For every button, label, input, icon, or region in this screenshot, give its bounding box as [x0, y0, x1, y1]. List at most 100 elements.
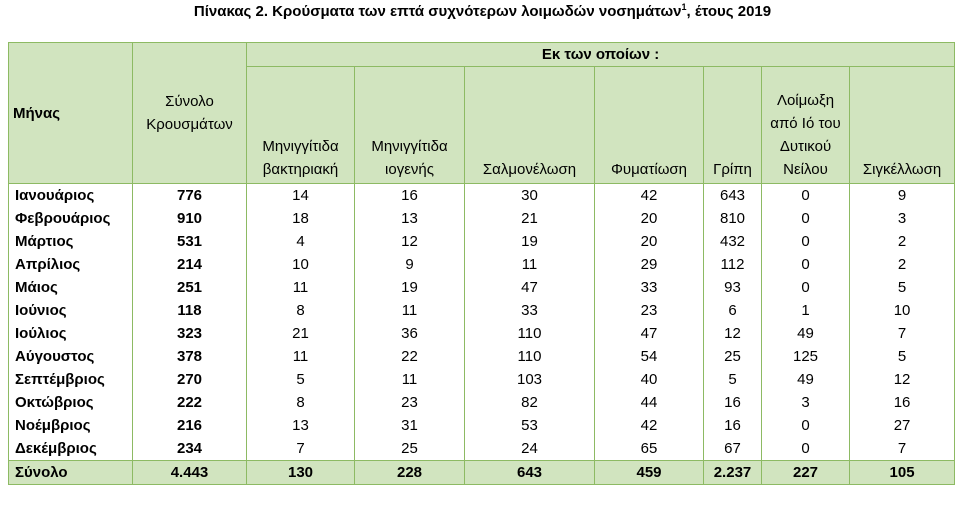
totals-cell: 2.237 [703, 460, 762, 485]
table-row: Ιούλιος 323 21 36 110 47 12 49 7 [8, 322, 956, 345]
value-cell: 93 [703, 276, 762, 299]
value-cell: 67 [703, 437, 762, 461]
table-title-text: Πίνακας 2. Κρούσματα των επτά συχνότερων… [193, 3, 682, 20]
value-cell: 47 [464, 276, 595, 299]
value-cell: 44 [594, 391, 704, 414]
footnote-mark: 1 [681, 2, 687, 12]
value-cell: 110 [464, 345, 595, 368]
total-cell: 216 [132, 414, 247, 437]
value-cell: 33 [464, 299, 595, 322]
total-cell: 118 [132, 299, 247, 322]
value-cell: 54 [594, 345, 704, 368]
value-cell: 5 [703, 368, 762, 391]
total-cell: 378 [132, 345, 247, 368]
value-cell: 5 [246, 368, 355, 391]
value-cell: 40 [594, 368, 704, 391]
table-title-suffix: , έτους 2019 [686, 3, 772, 20]
value-cell: 643 [703, 183, 762, 207]
value-cell: 810 [703, 207, 762, 230]
total-cell: 214 [132, 253, 247, 276]
value-cell: 11 [246, 276, 355, 299]
value-cell: 0 [761, 414, 850, 437]
month-cell: Μάρτιος [8, 230, 133, 253]
value-cell: 23 [594, 299, 704, 322]
month-cell: Αύγουστος [8, 345, 133, 368]
value-cell: 16 [848, 391, 956, 414]
value-cell: 1 [761, 299, 850, 322]
value-cell: 5 [848, 276, 956, 299]
header-influenza: Γρίπη [703, 66, 762, 184]
value-cell: 10 [246, 253, 355, 276]
value-cell: 13 [246, 414, 355, 437]
value-cell: 65 [594, 437, 704, 461]
table-row: Σεπτέμβριος 270 5 11 103 40 5 49 12 [8, 368, 956, 391]
totals-cell: 227 [761, 460, 850, 485]
table-row: Οκτώβριος 222 8 23 82 44 16 3 16 [8, 391, 956, 414]
table-body: Ιανουάριος 776 14 16 30 42 643 0 9 Φεβρουάριος 910… [8, 183, 956, 461]
value-cell: 5 [848, 345, 956, 368]
month-cell: Οκτώβριος [8, 391, 133, 414]
value-cell: 42 [594, 414, 704, 437]
value-cell: 36 [354, 322, 465, 345]
value-cell: 23 [354, 391, 465, 414]
value-cell: 11 [464, 253, 595, 276]
header-month: Μήνας [8, 42, 133, 184]
table-row: Μάρτιος 531 4 12 19 20 432 0 2 [8, 230, 956, 253]
month-cell: Ιούλιος [8, 322, 133, 345]
value-cell: 47 [594, 322, 704, 345]
month-cell: Σεπτέμβριος [8, 368, 133, 391]
value-cell: 18 [246, 207, 355, 230]
value-cell: 42 [594, 183, 704, 207]
totals-cell: 228 [354, 460, 465, 485]
header-of-which: Εκ των οποίων : [245, 42, 956, 67]
value-cell: 16 [354, 183, 465, 207]
table-row: Μάιος 251 11 19 47 33 93 0 5 [8, 276, 956, 299]
value-cell: 11 [354, 368, 465, 391]
value-cell: 24 [464, 437, 595, 461]
header-tuberculosis: Φυματίωση [594, 66, 704, 184]
value-cell: 20 [594, 230, 704, 253]
value-cell: 30 [464, 183, 595, 207]
value-cell: 21 [464, 207, 595, 230]
value-cell: 12 [354, 230, 465, 253]
value-cell: 22 [354, 345, 465, 368]
value-cell: 2 [848, 230, 956, 253]
value-cell: 3 [761, 391, 850, 414]
month-cell: Ιούνιος [8, 299, 133, 322]
header-salmonellosis: Σαλμονέλωση [464, 66, 595, 184]
month-cell: Δεκέμβριος [8, 437, 133, 461]
value-cell: 432 [703, 230, 762, 253]
table-row: Αύγουστος 378 11 22 110 54 25 125 5 [8, 345, 956, 368]
table-row: Ιούνιος 118 8 11 33 23 6 1 10 [8, 299, 956, 322]
month-cell: Ιανουάριος [8, 183, 133, 207]
table-title: Πίνακας 2. Κρούσματα των επτά συχνότερων… [0, 2, 965, 20]
table-row: Νοέμβριος 216 13 31 53 42 16 0 27 [8, 414, 956, 437]
value-cell: 6 [703, 299, 762, 322]
header-viral-meningitis: Μηνιγγίτιδα ιογενής [354, 66, 465, 184]
value-cell: 82 [464, 391, 595, 414]
value-cell: 7 [246, 437, 355, 461]
value-cell: 49 [761, 322, 850, 345]
value-cell: 4 [246, 230, 355, 253]
header-west-nile-virus: Λοίμωξη από Ιό του Δυτικού Νείλου [761, 66, 850, 184]
value-cell: 16 [703, 391, 762, 414]
value-cell: 103 [464, 368, 595, 391]
value-cell: 9 [848, 183, 956, 207]
header-total-cases: Σύνολο Κρουσμάτων [132, 42, 247, 184]
value-cell: 21 [246, 322, 355, 345]
value-cell: 2 [848, 253, 956, 276]
totals-row: Σύνολο 4.443 130 228 643 459 2.237 227 1… [8, 460, 956, 485]
value-cell: 25 [703, 345, 762, 368]
value-cell: 12 [848, 368, 956, 391]
totals-cell: 459 [594, 460, 704, 485]
totals-label: Σύνολο [8, 460, 133, 485]
value-cell: 0 [761, 276, 850, 299]
value-cell: 0 [761, 437, 850, 461]
table-row: Απρίλιος 214 10 9 11 29 112 0 2 [8, 253, 956, 276]
totals-cell: 130 [246, 460, 355, 485]
value-cell: 125 [761, 345, 850, 368]
month-cell: Νοέμβριος [8, 414, 133, 437]
value-cell: 0 [761, 253, 850, 276]
value-cell: 0 [761, 183, 850, 207]
value-cell: 53 [464, 414, 595, 437]
